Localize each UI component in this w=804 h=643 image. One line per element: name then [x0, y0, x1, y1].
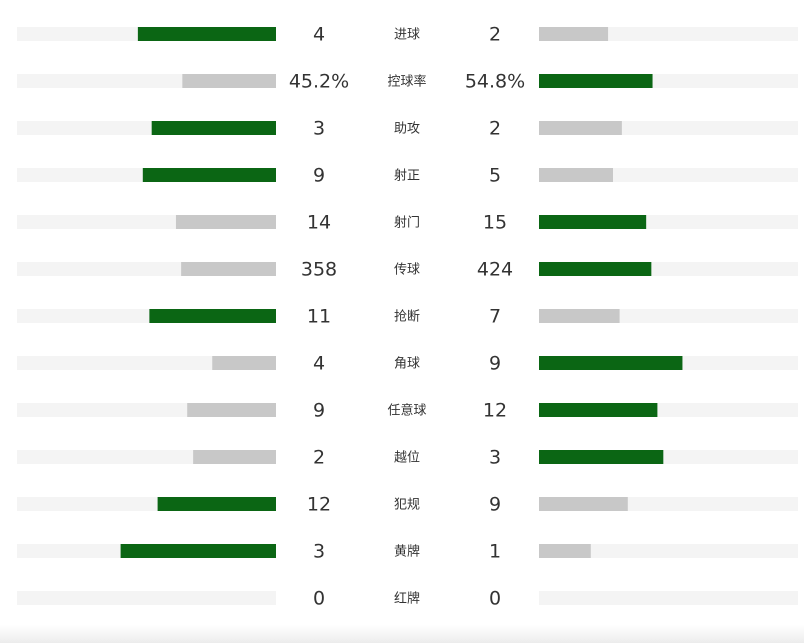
home-bar: [181, 262, 276, 276]
away-value: 2: [489, 118, 501, 140]
stat-label: 红牌: [394, 591, 420, 607]
away-bar: [539, 74, 653, 88]
home-value: 4: [313, 353, 325, 375]
away-value: 2: [489, 24, 501, 46]
away-bar: [539, 403, 658, 417]
away-bar: [539, 356, 683, 370]
home-bar: [137, 27, 276, 41]
away-value: 1: [489, 541, 501, 563]
away-bar: [539, 309, 620, 323]
home-bar: [193, 450, 276, 464]
home-bar: [149, 309, 276, 323]
away-value: 5: [489, 165, 501, 187]
home-value: 3: [313, 118, 325, 140]
stat-label: 越位: [394, 451, 420, 466]
stat-label: 角球: [394, 357, 420, 372]
away-value: 9: [489, 494, 501, 516]
away-bar: [539, 262, 652, 276]
stat-label: 射门: [394, 215, 420, 231]
home-bar: [175, 215, 276, 229]
home-value: 12: [307, 494, 331, 516]
away-value: 12: [483, 400, 507, 422]
stat-label: 犯规: [394, 498, 420, 513]
home-value: 2: [313, 447, 325, 469]
home-value: 11: [307, 306, 331, 328]
home-value: 45.2%: [289, 71, 349, 93]
stat-label: 进球: [394, 28, 420, 43]
home-bar: [157, 497, 276, 511]
away-value: 9: [489, 353, 501, 375]
away-value: 54.8%: [465, 71, 525, 93]
home-value: 9: [313, 400, 325, 422]
away-bar: [539, 450, 664, 464]
stat-label: 控球率: [387, 74, 426, 90]
home-value: 4: [313, 24, 325, 46]
home-value: 14: [307, 212, 331, 234]
away-value: 3: [489, 447, 501, 469]
home-bar: [212, 356, 276, 370]
away-bar: [539, 121, 622, 135]
home-bar: [187, 403, 276, 417]
home-track: [17, 356, 276, 370]
stat-label: 传球: [394, 263, 420, 278]
away-bar: [539, 215, 647, 229]
away-value: 7: [489, 306, 501, 328]
bottom-fade: [0, 625, 804, 643]
home-bar: [182, 74, 276, 88]
stat-label: 助攻: [394, 122, 420, 137]
away-track: [539, 591, 798, 605]
away-bar: [539, 27, 609, 41]
home-bar: [120, 544, 276, 558]
away-bar: [539, 168, 613, 182]
away-track: [539, 544, 798, 558]
home-value: 0: [313, 588, 325, 610]
away-value: 15: [483, 212, 507, 234]
away-bar: [539, 497, 628, 511]
home-value: 358: [301, 259, 337, 281]
stat-label: 射正: [394, 168, 420, 184]
home-value: 9: [313, 165, 325, 187]
away-bar: [539, 544, 591, 558]
home-track: [17, 591, 276, 605]
home-bar: [151, 121, 276, 135]
away-value: 424: [477, 259, 513, 281]
away-value: 0: [489, 588, 501, 610]
stat-label: 黄牌: [394, 544, 420, 560]
home-value: 3: [313, 541, 325, 563]
home-bar: [142, 168, 276, 182]
stat-label: 抢断: [394, 309, 420, 325]
stat-label: 任意球: [387, 403, 426, 419]
